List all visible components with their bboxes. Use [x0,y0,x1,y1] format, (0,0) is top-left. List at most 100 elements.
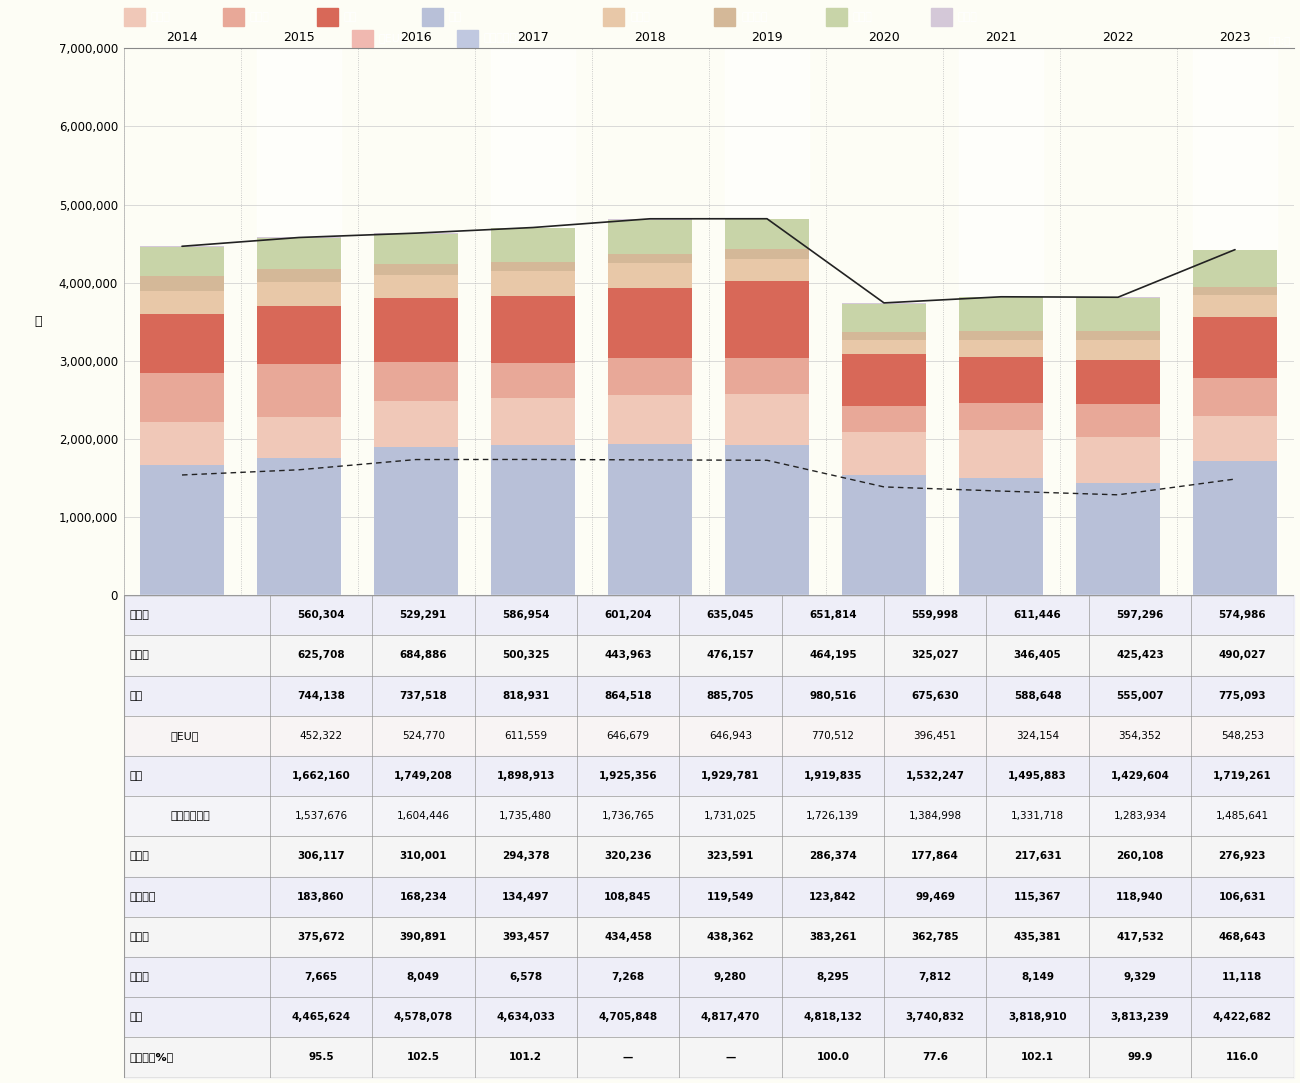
Text: 4,578,078: 4,578,078 [394,1013,452,1022]
Text: 476,157: 476,157 [706,651,754,661]
Text: 183,860: 183,860 [298,891,344,902]
Text: 438,362: 438,362 [707,931,754,942]
Bar [725,445,809,596]
Text: 1,749,208: 1,749,208 [394,771,452,781]
Text: （アメリカ）: （アメリカ） [170,811,211,821]
Bar [1193,317,1277,378]
Bar [1076,361,1160,404]
Bar [1076,340,1160,361]
Text: 101.2: 101.2 [510,1053,542,1062]
Bar [842,406,926,432]
Text: 1,485,641: 1,485,641 [1216,811,1269,821]
Bar [603,8,624,26]
Text: 452,322: 452,322 [299,731,342,741]
Text: 396,451: 396,451 [914,731,957,741]
Bar [959,298,1043,331]
Text: 中南米: 中南米 [630,12,650,22]
Text: 1,604,446: 1,604,446 [396,811,450,821]
Text: 116.0: 116.0 [1226,1053,1258,1062]
Bar [491,445,575,596]
Bar [725,259,809,282]
Text: 260,108: 260,108 [1117,851,1164,861]
Text: 362,785: 362,785 [911,931,959,942]
Text: 555,007: 555,007 [1117,691,1164,701]
Text: 99.9: 99.9 [1127,1053,1153,1062]
Bar [140,314,224,373]
Text: 354,352: 354,352 [1118,731,1161,741]
Bar [959,49,1043,596]
Text: 601,204: 601,204 [604,610,651,621]
Text: 1,495,883: 1,495,883 [1009,771,1067,781]
Bar [124,957,1294,997]
Text: 737,518: 737,518 [399,691,447,701]
Text: 286,374: 286,374 [809,851,857,861]
Bar [608,288,692,357]
Bar [491,397,575,445]
Bar [257,49,341,596]
Text: 119,549: 119,549 [707,891,754,902]
Text: 77.6: 77.6 [922,1053,948,1062]
Text: 4,634,033: 4,634,033 [497,1013,555,1022]
Bar [124,836,1294,876]
Text: 95.5: 95.5 [308,1053,334,1062]
Bar [124,636,1294,676]
Text: アフリカ: アフリカ [741,12,768,22]
Bar [842,475,926,596]
Text: 310,001: 310,001 [399,851,447,861]
Text: 123,842: 123,842 [809,891,857,902]
Text: その他: その他 [958,12,978,22]
Text: 864,518: 864,518 [604,691,651,701]
Text: 635,045: 635,045 [707,610,754,621]
Text: 欧州: 欧州 [343,12,356,22]
Text: 8,049: 8,049 [407,973,439,982]
Text: （アメリカ）: （アメリカ） [484,34,524,43]
Text: 646,943: 646,943 [708,731,751,741]
Text: 9,280: 9,280 [714,973,747,982]
Bar [140,421,224,466]
Bar [1193,49,1277,596]
Text: 325,027: 325,027 [911,651,959,661]
Bar [257,238,341,269]
Bar [1193,378,1277,416]
Bar [124,8,144,26]
Text: 177,864: 177,864 [911,851,959,861]
Bar [257,364,341,417]
Bar [725,358,809,394]
Text: 1,331,718: 1,331,718 [1011,811,1065,821]
Text: 106,631: 106,631 [1218,891,1266,902]
Bar [140,466,224,596]
Text: アフリカ: アフリカ [129,891,156,902]
Text: 675,630: 675,630 [911,691,959,701]
Text: 443,963: 443,963 [604,651,651,661]
Bar [140,373,224,421]
Bar [725,49,809,596]
Bar [842,331,926,340]
Text: 434,458: 434,458 [604,931,653,942]
Text: 1,898,913: 1,898,913 [497,771,555,781]
Text: 524,770: 524,770 [402,731,445,741]
Bar [124,596,1294,636]
Text: 102.1: 102.1 [1020,1053,1054,1062]
Text: 1,919,835: 1,919,835 [803,771,862,781]
Text: 1,736,765: 1,736,765 [602,811,655,821]
Bar [374,275,458,298]
Bar [257,282,341,306]
Text: 885,705: 885,705 [707,691,754,701]
Text: 346,405: 346,405 [1014,651,1061,661]
Bar [959,431,1043,479]
Text: 7,268: 7,268 [611,973,645,982]
Text: 375,672: 375,672 [298,931,344,942]
Text: （EU）: （EU） [378,34,407,43]
Bar [931,8,952,26]
Bar [1193,416,1277,460]
Bar [608,220,692,253]
Bar [842,432,926,475]
Bar [124,876,1294,916]
Bar [374,264,458,275]
Bar [608,253,692,263]
Bar [491,363,575,397]
Text: 597,296: 597,296 [1117,610,1164,621]
Text: 4,817,470: 4,817,470 [701,1013,760,1022]
Text: 560,304: 560,304 [298,610,344,621]
Text: 323,591: 323,591 [707,851,754,861]
